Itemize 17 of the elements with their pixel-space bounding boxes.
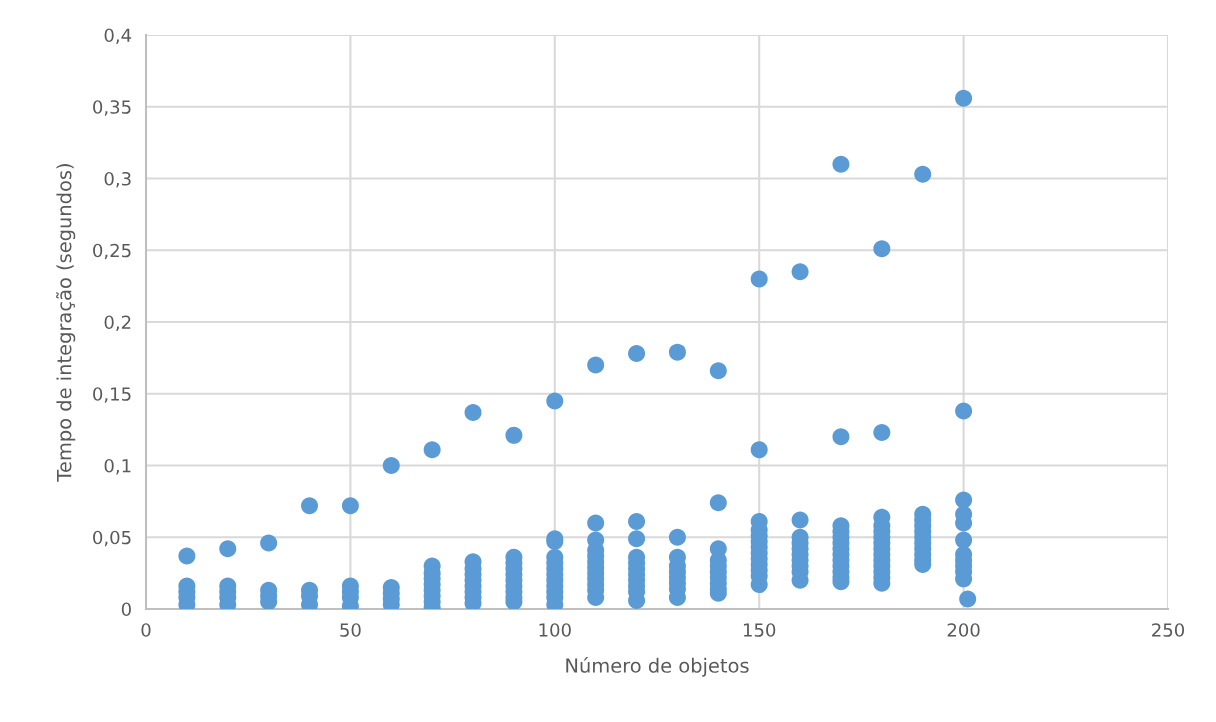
- y-tick-label: 0: [121, 602, 131, 617]
- x-axis-title: Número de objetos: [566, 657, 749, 677]
- y-tick-label: 0,4: [104, 28, 132, 44]
- y-tick-label: 0,05: [93, 530, 131, 547]
- x-tick-label: 150: [743, 623, 776, 637]
- y-tick-label: 0,35: [93, 100, 131, 116]
- x-tick-label: 50: [340, 623, 361, 637]
- y-axis-title: Tempo de integração (segundos): [56, 164, 76, 482]
- y-tick-label: 0,1: [104, 458, 131, 475]
- x-tick-label: 100: [539, 623, 571, 637]
- x-tick-label: 200: [947, 623, 980, 637]
- y-tick-label: 0,25: [93, 243, 131, 260]
- x-tick-label: 250: [1152, 623, 1185, 637]
- y-tick-label: 0,15: [93, 387, 131, 403]
- y-tick-label: 0,2: [104, 315, 131, 331]
- y-tick-label: 0,3: [104, 171, 131, 188]
- x-tick-label: 0: [141, 623, 151, 637]
